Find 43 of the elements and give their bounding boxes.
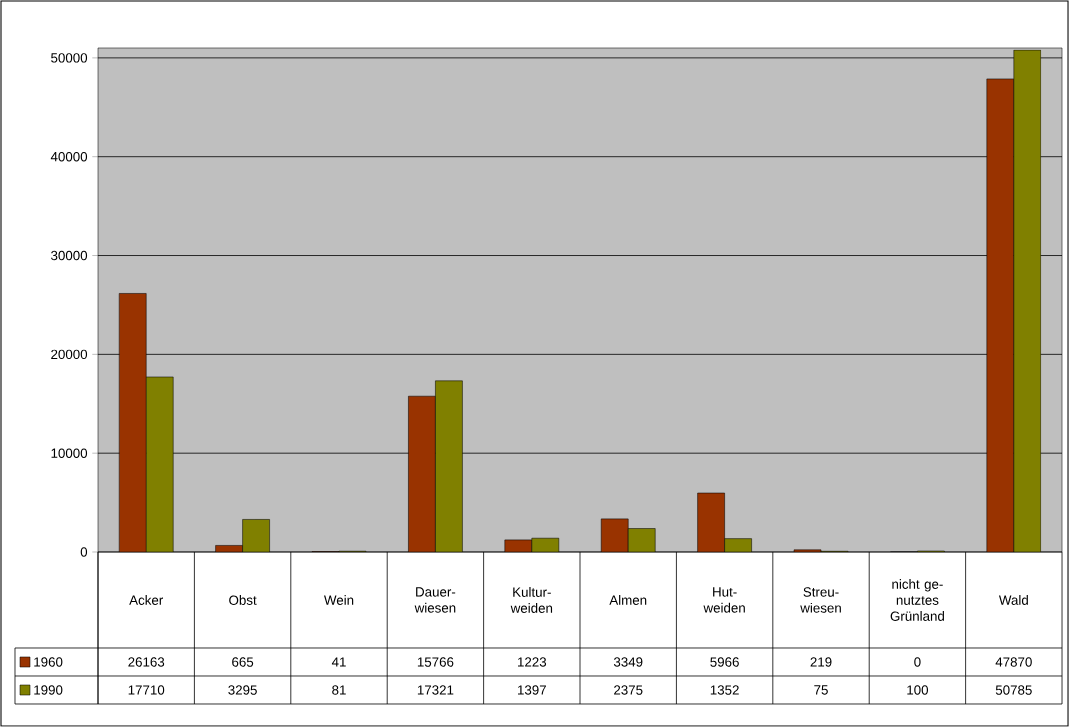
data-label: 50785 [995,685,1032,695]
data-label: 100 [907,685,929,695]
y-tick-label: 50000 [51,53,88,63]
y-tick-label: 40000 [50,151,88,162]
data-label: 26163 [128,657,165,667]
y-tick-label: 20000 [51,349,88,360]
y-tick-label: 30000 [51,250,88,261]
bar [600,518,629,552]
data-label: 0 [914,657,921,667]
data-label: 2375 [614,685,643,695]
legend-label: 1990 [34,685,63,695]
bar [986,78,1015,552]
x-tick-label: Hut- weiden [703,587,745,613]
x-tick-label: Wald [998,595,1028,605]
x-tick-label: nicht ge- nutztes Grünland [890,579,944,621]
data-label: 47870 [995,657,1032,667]
bar [408,395,436,552]
data-label: 219 [810,657,832,667]
data-label: 3349 [613,657,643,667]
data-label: 17710 [128,685,165,695]
data-label: 665 [232,657,254,667]
data-label: 3295 [228,685,257,695]
legend-label: 1960 [34,657,63,667]
data-label: 1223 [518,657,547,667]
data-label: 1397 [518,685,546,695]
bar [697,492,725,552]
data-label: 41 [331,657,346,667]
data-label: 17321 [417,685,454,695]
x-tick-label: Wein [324,595,354,605]
x-tick-label: Dauer- wiesen [414,587,456,613]
data-label: 1352 [710,685,739,695]
data-label: 75 [814,685,828,695]
x-tick-label: Acker [129,595,164,605]
data-label: 15766 [417,657,454,667]
data-label: 5966 [710,657,739,667]
bar [118,293,147,552]
x-tick-label: Almen [609,595,647,605]
data-label: 81 [332,685,346,695]
x-tick-label: Kultur- weiden [510,587,553,613]
y-tick-label: 0 [80,547,88,557]
y-tick-label: 10000 [51,448,88,458]
x-tick-label: Streu- wiesen [800,587,841,613]
x-tick-label: Obst [229,595,257,605]
